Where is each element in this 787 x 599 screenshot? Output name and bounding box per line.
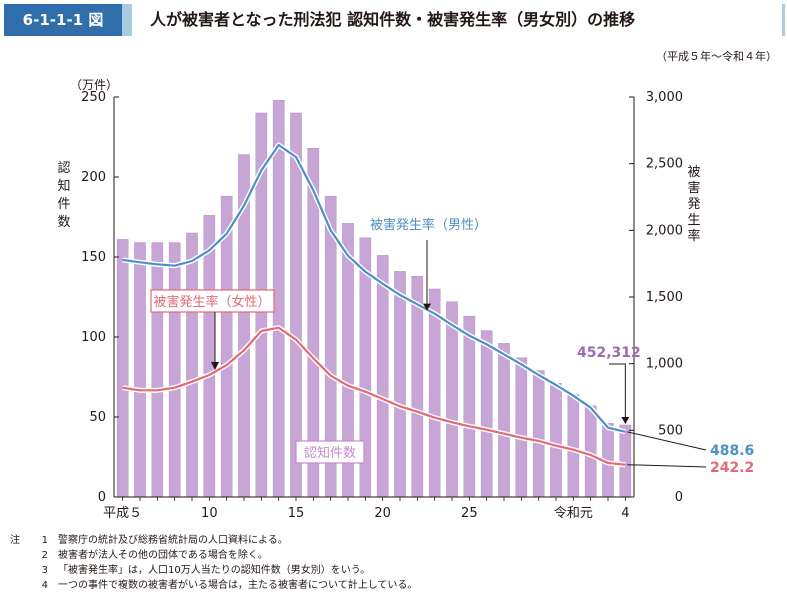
bar-series-label: 認知件数 bbox=[304, 445, 356, 461]
left-axis-unit: （万件） bbox=[70, 78, 118, 92]
x-tick-label: 令和元 bbox=[554, 506, 593, 521]
female-series-label: 被害発生率（女性） bbox=[153, 294, 270, 310]
right-axis-title-char: 発 bbox=[687, 197, 700, 212]
bar bbox=[515, 357, 528, 498]
bar bbox=[376, 255, 389, 498]
male-arrow-head bbox=[423, 303, 431, 311]
note-head bbox=[10, 548, 32, 563]
right-axis-title-char: 害 bbox=[687, 180, 700, 196]
last-count-label: 452,312 bbox=[577, 345, 641, 361]
right-tick-label: 3,000 bbox=[646, 90, 683, 105]
bar bbox=[463, 315, 476, 498]
bar bbox=[134, 242, 146, 498]
right-tick-label: 1,000 bbox=[646, 357, 683, 372]
note-number: 1 bbox=[41, 535, 48, 546]
x-tick-label: 10 bbox=[201, 506, 218, 521]
left-tick-label: 50 bbox=[89, 410, 106, 425]
bar bbox=[619, 424, 632, 498]
bar-series bbox=[116, 99, 632, 498]
figure-title: 人が被害者となった刑法犯 認知件数・被害発生率（男女別）の推移 bbox=[150, 10, 636, 29]
left-axis-title-char: 件 bbox=[57, 197, 70, 212]
note-head bbox=[10, 578, 32, 593]
bar bbox=[151, 242, 164, 498]
bar bbox=[203, 215, 216, 498]
right-tick-label: 500 bbox=[658, 423, 683, 438]
right-tick-label: 1,500 bbox=[646, 290, 683, 305]
x-tick-label: 20 bbox=[374, 506, 391, 521]
right-axis-title-char: 生 bbox=[687, 213, 700, 228]
right-tick-label: 2,000 bbox=[646, 223, 683, 238]
bar bbox=[550, 383, 562, 498]
period-label: （平成５年～令和４年） bbox=[656, 50, 777, 63]
female-rate-line bbox=[122, 326, 626, 466]
bar-label-box bbox=[295, 440, 365, 464]
bar bbox=[480, 330, 493, 498]
male-series-label: 被害発生率（男性） bbox=[370, 217, 487, 233]
figure-number-accent bbox=[122, 4, 132, 36]
bar bbox=[411, 275, 424, 498]
chart: 0 50 100 150 200 250 0 500 1,000 1,500 2,000 2,500 3… bbox=[57, 78, 754, 521]
x-tick-label: 平成５ bbox=[103, 506, 142, 521]
axes: 0 50 100 150 200 250 0 500 1,000 1,500 2,000 2,500 3… bbox=[81, 90, 683, 521]
bar bbox=[446, 301, 458, 498]
last-count-arrow-head bbox=[621, 417, 630, 424]
bar bbox=[428, 288, 441, 498]
note-item: 3 「被害発生率」は，人口10万人当たりの認知件数（男女別）をいう。 bbox=[10, 563, 417, 578]
male-rate-line-halo bbox=[122, 142, 626, 435]
x-tick-label: 15 bbox=[288, 506, 305, 521]
note-item: 2 被害者が法人その他の団体である場合を除く。 bbox=[10, 548, 417, 563]
bar bbox=[532, 370, 545, 498]
female-rate-leader bbox=[627, 464, 707, 468]
right-tick-label: 0 bbox=[675, 490, 683, 505]
right-tick-label: 2,500 bbox=[646, 157, 683, 172]
figure-header: 6-1-1-1 図 人が被害者となった刑法犯 認知件数・被害発生率（男女別）の推… bbox=[4, 4, 785, 36]
note-number: 2 bbox=[41, 550, 48, 561]
note-head bbox=[10, 563, 32, 578]
note-text: 被害者が法人その他の団体である場合を除く。 bbox=[58, 550, 268, 561]
last-count-leader bbox=[609, 363, 626, 419]
note-item: 4 一つの事件で複数の被害者がいる場合は，主たる被害者について計上している。 bbox=[10, 578, 418, 593]
note-item: 注 1 警察庁の統計及び総務省統計局の人口資料による。 bbox=[10, 533, 417, 548]
left-axis-title-char: 数 bbox=[57, 215, 70, 230]
note-text: 警察庁の統計及び総務省統計局の人口資料による。 bbox=[58, 535, 288, 546]
bar bbox=[567, 394, 580, 498]
bar bbox=[220, 195, 233, 498]
bar bbox=[290, 112, 302, 498]
left-tick-label: 150 bbox=[81, 250, 106, 265]
bar bbox=[168, 242, 181, 498]
right-axis-title-char: 率 bbox=[687, 228, 700, 244]
right-axis-title-char: 被 bbox=[687, 165, 700, 180]
note-text: 一つの事件で複数の被害者がいる場合は，主たる被害者について計上している。 bbox=[58, 580, 418, 591]
last-female-rate-label: 242.2 bbox=[710, 460, 754, 476]
figure-number: 6-1-1-1 図 bbox=[4, 4, 122, 36]
note-number: 3 bbox=[41, 565, 48, 576]
male-rate-leader bbox=[627, 431, 707, 451]
female-arrow-head bbox=[211, 362, 219, 370]
bar bbox=[498, 343, 510, 498]
left-tick-label: 100 bbox=[81, 330, 106, 345]
left-tick-label: 0 bbox=[98, 490, 106, 505]
left-tick-label: 200 bbox=[81, 170, 106, 185]
x-tick-label: 25 bbox=[461, 506, 478, 521]
left-axis-title-char: 知 bbox=[57, 178, 70, 194]
bar bbox=[116, 239, 129, 498]
note-number: 4 bbox=[41, 580, 48, 591]
x-tick-label: 4 bbox=[621, 506, 629, 521]
line-series bbox=[122, 142, 626, 468]
left-tick-label: 250 bbox=[81, 90, 106, 105]
last-male-rate-label: 488.6 bbox=[710, 443, 754, 459]
bar bbox=[394, 271, 406, 498]
bar bbox=[186, 232, 198, 498]
note-head: 注 bbox=[10, 535, 20, 546]
left-axis-title-char: 認 bbox=[57, 160, 70, 176]
notes: 注 1 警察庁の統計及び総務省統計局の人口資料による。 2 被害者が法人その他の団体であ… bbox=[10, 533, 417, 593]
note-text: 「被害発生率」は，人口10万人当たりの認知件数（男女別）をいう。 bbox=[58, 565, 371, 576]
female-label-box bbox=[150, 289, 275, 313]
chart-labels: （万件） 認知件数 被害発生率 被害発生率（男性） 被害発生率（女性） 認知件数 452,3… bbox=[57, 78, 754, 476]
male-rate-line bbox=[122, 143, 626, 433]
bar bbox=[272, 99, 285, 498]
